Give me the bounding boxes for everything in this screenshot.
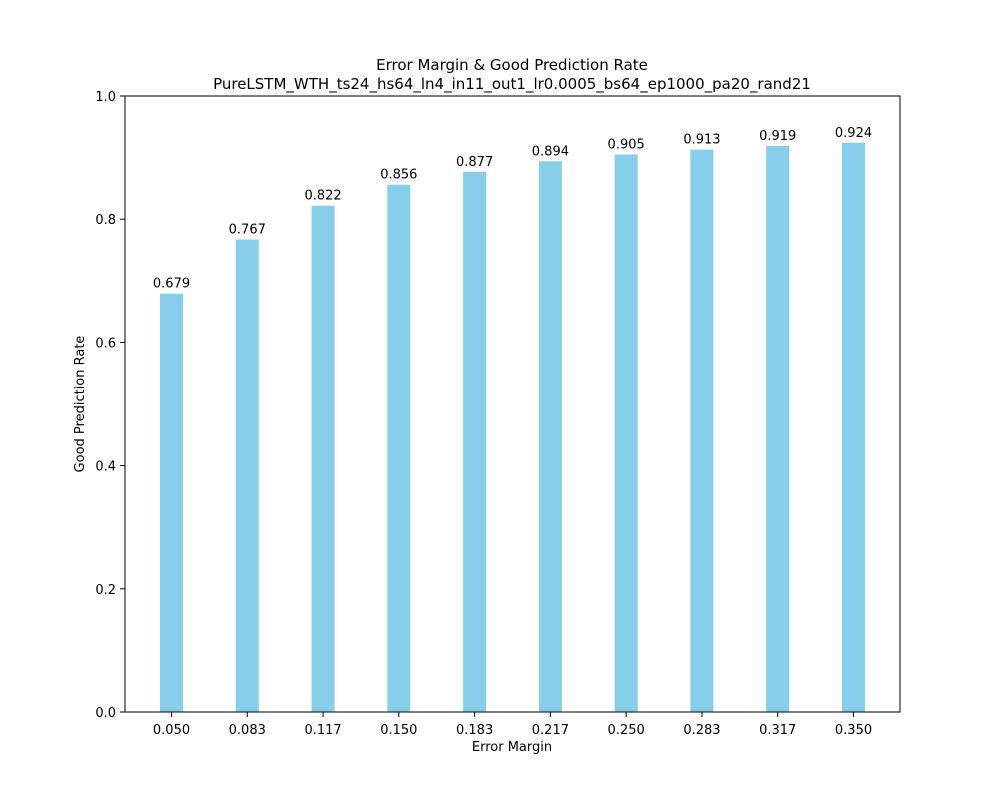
bar: [842, 142, 865, 713]
bar-value-label: 0.905: [608, 138, 645, 153]
x-tick-label: 0.317: [759, 723, 796, 738]
x-tick-label: 0.150: [380, 723, 417, 738]
bar: [614, 154, 638, 712]
x-axis-ticks: 0.050 0.083 0.117 0.150 0.183 0.217 0.250 0.283…: [153, 712, 872, 738]
x-tick-label: 0.250: [608, 723, 645, 738]
bar-value-label: 0.877: [456, 155, 493, 170]
bar: [538, 161, 562, 712]
y-tick-label: 0.2: [95, 583, 116, 598]
bar: [235, 239, 259, 712]
y-tick-label: 0.6: [95, 336, 116, 351]
x-tick-label: 0.283: [683, 723, 720, 738]
bar-value-label: 0.894: [532, 144, 569, 159]
y-tick-label: 0.0: [95, 706, 116, 721]
bar: [766, 145, 790, 712]
x-tick-label: 0.083: [229, 723, 266, 738]
bar-value-label: 0.679: [153, 277, 190, 292]
bar-value-label: 0.919: [759, 129, 796, 144]
y-axis-ticks: 0.0 0.2 0.4 0.6 0.8 1.0: [95, 90, 125, 721]
bar-value-label: 0.822: [304, 189, 341, 204]
y-axis-label: Good Prediction Rate: [73, 336, 88, 473]
bar-value-label: 0.856: [380, 168, 417, 183]
bar-value-label: 0.924: [835, 126, 872, 141]
y-tick-label: 0.8: [95, 213, 116, 228]
chart-subtitle: PureLSTM_WTH_ts24_hs64_ln4_in11_out1_lr0…: [213, 75, 811, 94]
bar: [387, 184, 411, 713]
x-tick-label: 0.050: [153, 723, 190, 738]
chart-title: Error Margin & Good Prediction Rate: [376, 56, 648, 74]
x-tick-label: 0.350: [835, 723, 872, 738]
bar: [311, 205, 335, 712]
bar: [160, 293, 183, 712]
x-tick-label: 0.117: [304, 723, 341, 738]
bar: [463, 171, 487, 712]
x-axis-label: Error Margin: [472, 740, 552, 755]
y-tick-label: 1.0: [95, 90, 116, 105]
y-tick-label: 0.4: [95, 460, 116, 475]
bar-value-label: 0.913: [683, 133, 720, 148]
bar-value-label: 0.767: [229, 223, 266, 238]
bar: [690, 149, 714, 713]
x-tick-label: 0.217: [532, 723, 569, 738]
plot-frame: [124, 95, 901, 713]
bar-series: 0.679 0.767 0.822 0.856 0.877 0.894 0.905 0.913…: [153, 126, 872, 713]
x-tick-label: 0.183: [456, 723, 493, 738]
